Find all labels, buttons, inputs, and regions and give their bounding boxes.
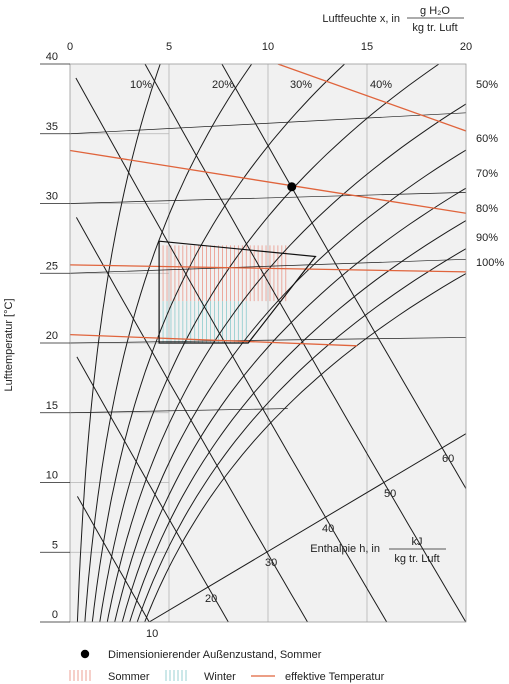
rh-curve-label: 70% <box>476 168 498 180</box>
rh-curve <box>121 187 466 622</box>
effective-temperature-lines <box>70 64 466 347</box>
y-tick-label: 10 <box>46 470 58 482</box>
rh-curve-label: 80% <box>476 203 498 215</box>
x-tick-label: 0 <box>67 41 73 53</box>
design-point <box>287 182 297 192</box>
enthalpy-line <box>221 64 466 490</box>
enthalpy-line <box>76 496 150 622</box>
isotherm-line <box>70 258 466 274</box>
x-tick-label: 10 <box>262 41 274 53</box>
y-tick-label: 40 <box>46 51 58 63</box>
design-point-layer <box>287 182 297 192</box>
gridlines <box>70 64 368 622</box>
isotherm-line <box>70 112 466 135</box>
enthalpy-line <box>75 77 388 622</box>
legend-point-symbol <box>80 649 90 659</box>
y-tick-label: 35 <box>46 121 58 133</box>
rh-curve <box>114 149 466 622</box>
y-tick-label: 0 <box>52 609 58 621</box>
enthalpy-line-label: 20 <box>205 593 217 605</box>
legend-winter-swatch <box>165 670 187 681</box>
y-axis-title: Lufttemperatur [°C] <box>3 298 15 391</box>
enthalpy-line-label: 30 <box>265 557 277 569</box>
effective-temperature-line <box>70 264 466 273</box>
comfort-zone-outline <box>158 240 317 344</box>
rh-curve <box>136 248 466 622</box>
x-axis-title: Luftfeuchte x, in <box>322 13 400 25</box>
enthalpy-line <box>144 64 466 622</box>
x-axis-unit-denominator: kg tr. Luft <box>412 22 457 34</box>
isotherm-line <box>70 191 466 204</box>
x-tick-label: 20 <box>460 41 472 53</box>
y-tick-label: 15 <box>46 400 58 412</box>
legend-summer-label: Sommer <box>108 671 150 683</box>
rh-curve-label: 50% <box>476 79 498 91</box>
legend-point-label: Dimensionierender Außenzustand, Sommer <box>108 649 322 661</box>
effective-temperature-line <box>70 149 466 214</box>
rh-curve-label: 100% <box>476 257 504 269</box>
rh-curve <box>129 219 466 622</box>
legend-winter-label: Winter <box>204 671 236 683</box>
curve-labels: 10% 20% 30% 40% 50% 60% 70% 80% 90% 100% 10 20 30 40 5… <box>130 79 504 640</box>
effective-temperature-line <box>277 64 466 132</box>
enthalpy-line-label: 50 <box>384 488 396 500</box>
enthalpy-line <box>76 356 229 622</box>
x-axis-unit-numerator: g H₂O <box>420 5 450 17</box>
rh-curve <box>106 103 466 622</box>
enthalpy-line-label: 40 <box>322 523 334 535</box>
saturation-baseline <box>148 433 466 622</box>
comfort-zone <box>158 240 317 344</box>
y-tick-label: 5 <box>52 539 58 551</box>
rh-curve <box>144 273 466 622</box>
enthalpy-unit-numerator: kJ <box>412 536 423 548</box>
legend-effective-label: effektive Temperatur <box>285 671 385 683</box>
enthalpy-lines <box>75 64 466 622</box>
enthalpy-line-label: 60 <box>442 453 454 465</box>
rh-curve-label: 30% <box>290 79 312 91</box>
effective-temperature-line <box>70 333 358 347</box>
x-tick-label: 15 <box>361 41 373 53</box>
x-tick-label: 5 <box>166 41 172 53</box>
rh-curve <box>91 64 345 622</box>
rh-curve <box>76 64 161 622</box>
rh-curve-label: 60% <box>476 133 498 145</box>
rh-curve-label: 40% <box>370 79 392 91</box>
enthalpy-unit-denominator: kg tr. Luft <box>394 553 439 565</box>
y-tick-label: 25 <box>46 260 58 272</box>
enthalpy-title: Enthalpie h, in <box>310 543 380 555</box>
enthalpy-line-label: 10 <box>146 628 158 640</box>
rh-curve-label: 20% <box>212 79 234 91</box>
legend: Dimensionierender Außenzustand, Sommer S… <box>69 649 385 683</box>
legend-summer-swatch <box>69 670 91 681</box>
axis-ticks: 0 5 10 15 20 0 5 10 15 20 25 30 35 40 <box>40 41 472 623</box>
enthalpy-line <box>75 217 309 622</box>
rh-curve <box>84 64 253 622</box>
isotherm-line <box>70 337 466 344</box>
y-tick-label: 20 <box>46 330 58 342</box>
rh-curve-label: 10% <box>130 79 152 91</box>
isotherm-line <box>70 408 288 414</box>
y-tick-label: 30 <box>46 191 58 203</box>
rh-curve-label: 90% <box>476 232 498 244</box>
